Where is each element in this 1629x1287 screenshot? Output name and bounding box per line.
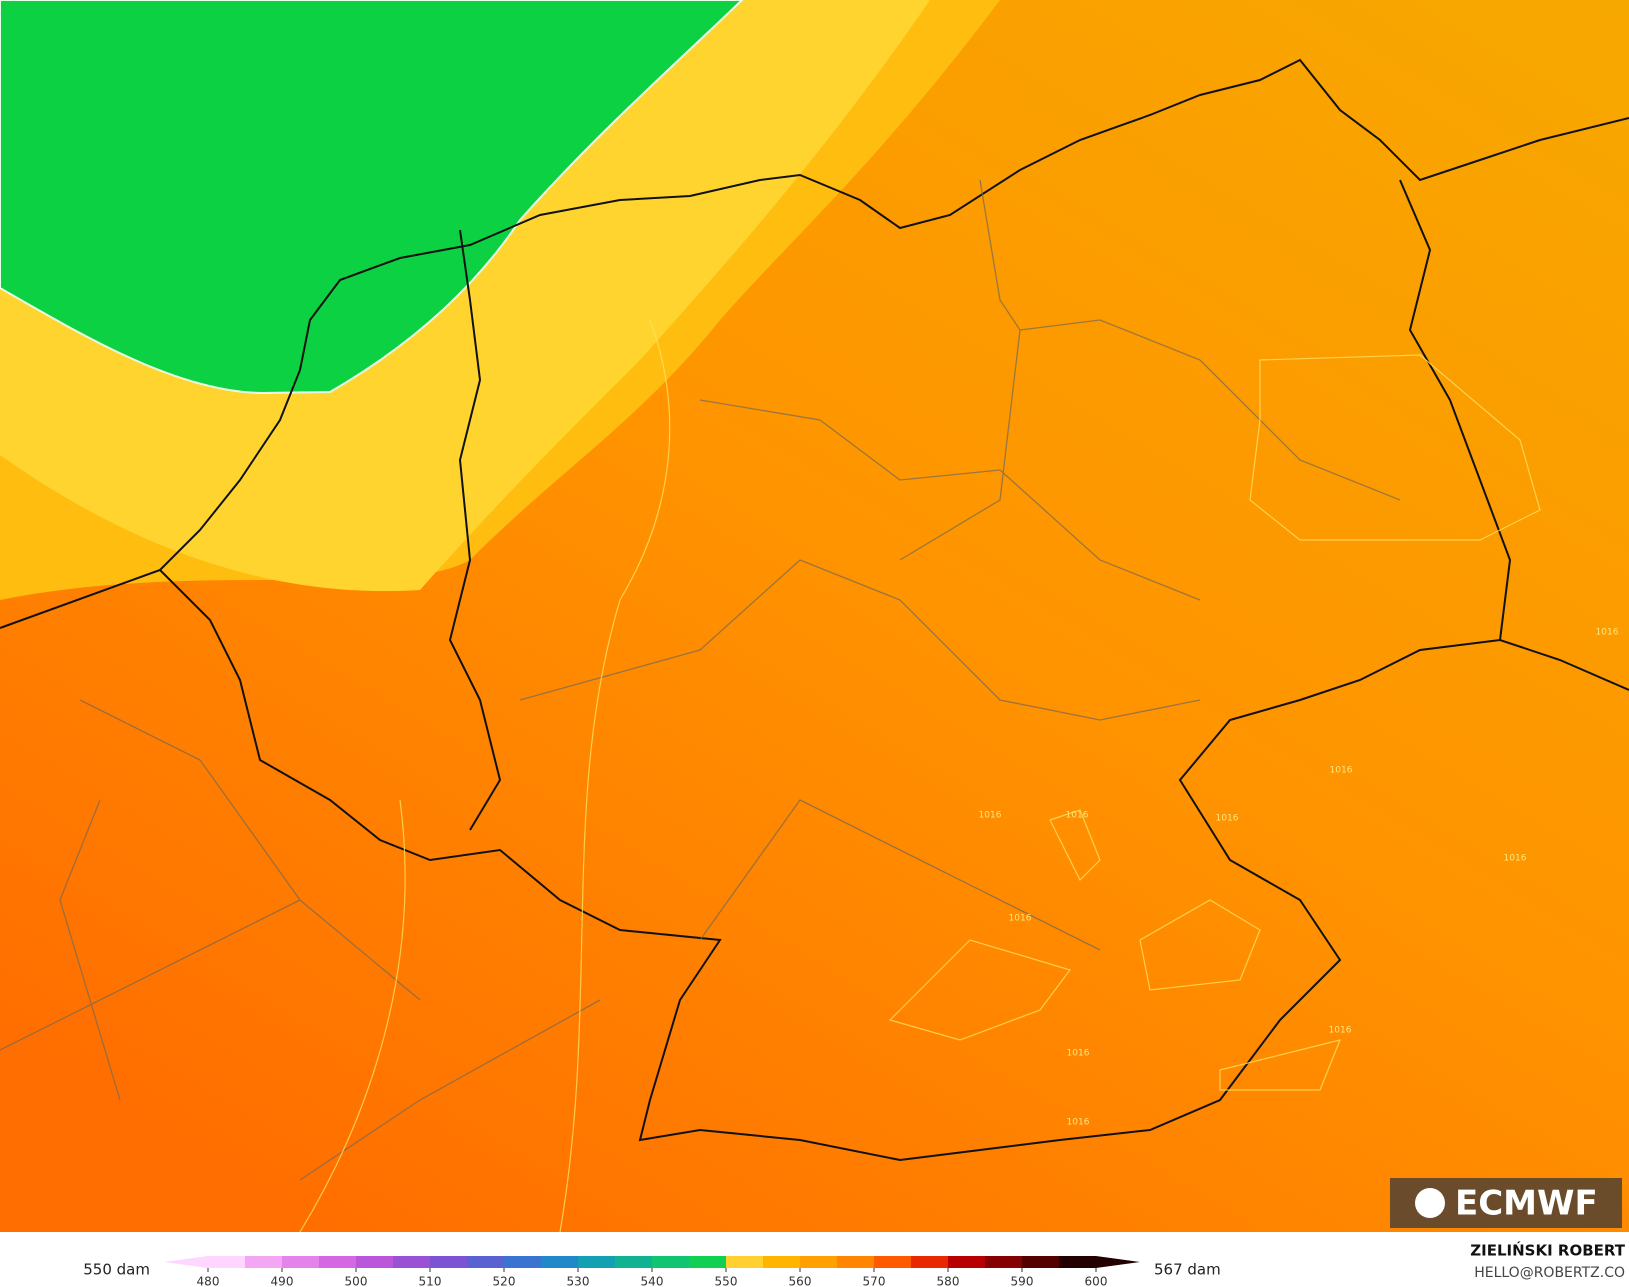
isobar-label: 1016 — [1330, 766, 1353, 776]
colorbar-right-label: 567 dam — [1154, 1261, 1221, 1279]
region-borders — [0, 179, 1401, 1181]
colorbar-segment — [504, 1256, 542, 1268]
colorbar: 550 dam 567 dam 480 490 500 510 520 530 540 550… — [83, 1256, 1221, 1287]
colorbar-segment — [245, 1256, 283, 1268]
colorbar-tick-label: 580 — [937, 1275, 960, 1287]
isobar-label: 1016 — [1329, 1026, 1352, 1036]
colorbar-end — [164, 1256, 208, 1268]
colorbar-segment — [615, 1256, 653, 1268]
colorbar-tick-label: 490 — [271, 1275, 294, 1287]
colorbar-segment — [948, 1256, 986, 1268]
colorbar-tick-label: 550 — [715, 1275, 738, 1287]
colorbar-segment — [578, 1256, 616, 1268]
credit-name: ZIELIŃSKI ROBERT — [1470, 1241, 1625, 1260]
isobar-label: 1016 — [1009, 914, 1032, 924]
credit-email: HELLO@ROBERTZ.CO — [1474, 1265, 1625, 1281]
isobar-label: 1016 — [1216, 814, 1239, 824]
colorbar-segment — [800, 1256, 838, 1268]
colorbar-segment — [282, 1256, 320, 1268]
isobar-label: 1016 — [1596, 628, 1619, 638]
map: 1016 1016 1016 1016 1016 1016 1016 1016 1016 1016 — [0, 0, 1629, 1233]
colorbar-segment — [1022, 1256, 1060, 1268]
colorbar-tick-label: 540 — [641, 1275, 664, 1287]
colorbar-tick-label: 590 — [1011, 1275, 1034, 1287]
colorbar-segment — [726, 1256, 764, 1268]
colorbar-segment — [1059, 1256, 1097, 1268]
colorbar-segment — [208, 1256, 246, 1268]
isobar — [299, 319, 1541, 1233]
colorbar-tick-label: 500 — [345, 1275, 368, 1287]
country-border — [159, 569, 1629, 1162]
colorbar-end — [1096, 1256, 1140, 1268]
logo-icon — [1415, 1188, 1445, 1218]
colorbar-tick-label: 520 — [493, 1275, 516, 1287]
colorbar-segment — [467, 1256, 505, 1268]
colorbar-tick-label: 530 — [567, 1275, 590, 1287]
isobar-label: 1016 — [1067, 1118, 1090, 1128]
colorbar-segment — [763, 1256, 801, 1268]
country-border — [448, 179, 1512, 831]
isobar-label: 1016 — [979, 811, 1002, 821]
colorbar-segment — [985, 1256, 1023, 1268]
colorbar-tick-label: 510 — [419, 1275, 442, 1287]
colorbar-segment — [319, 1256, 357, 1268]
colorbar-left-label: 550 dam — [83, 1261, 150, 1279]
colorbar-segment — [874, 1256, 912, 1268]
isobar-label: 1016 — [1504, 854, 1527, 864]
isobar-label: 1016 — [1067, 1049, 1090, 1059]
colorbar-tick-label: 480 — [197, 1275, 220, 1287]
colorbar-segment — [652, 1256, 690, 1268]
isobar-label: 1016 — [1066, 811, 1089, 821]
colorbar-segment — [430, 1256, 468, 1268]
colorbar-tick-label: 600 — [1085, 1275, 1108, 1287]
colorbar-tick-label: 560 — [789, 1275, 812, 1287]
colorbar-tick-label: 570 — [863, 1275, 886, 1287]
colorbar-segment — [393, 1256, 431, 1268]
logo-box: ECMWF — [1390, 1178, 1622, 1228]
colorbar-segment — [911, 1256, 949, 1268]
field-green — [0, 0, 744, 395]
logo-text: ECMWF — [1455, 1184, 1598, 1224]
colorbar-segment — [689, 1256, 727, 1268]
colorbar-segment — [837, 1256, 875, 1268]
coastline — [0, 58, 1629, 629]
colorbar-segment — [541, 1256, 579, 1268]
colorbar-segment — [356, 1256, 394, 1268]
